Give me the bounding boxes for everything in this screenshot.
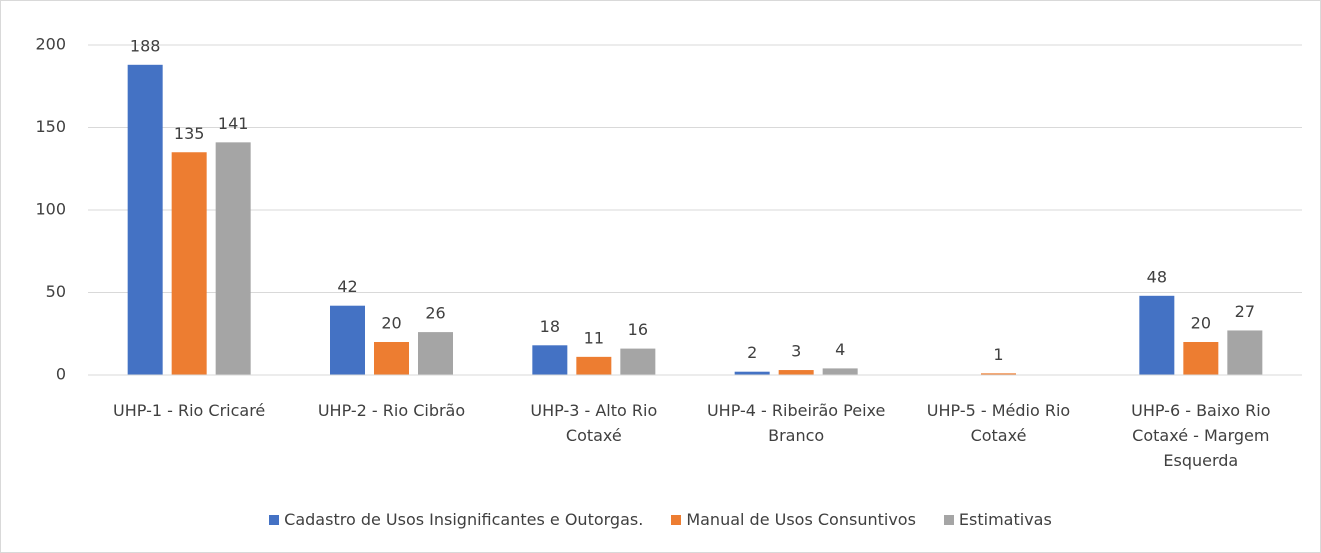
legend-swatch xyxy=(943,515,954,525)
bar xyxy=(330,305,365,375)
bar xyxy=(418,332,453,375)
data-label: 3 xyxy=(791,342,801,361)
legend-item: Manual de Usos Consuntivos xyxy=(671,510,916,529)
bar xyxy=(1227,330,1263,375)
legend-label: Cadastro de Usos Insignificantes e Outor… xyxy=(284,510,644,529)
bar xyxy=(532,345,568,375)
bar xyxy=(822,368,858,375)
data-label: 42 xyxy=(337,277,357,296)
data-label: 1 xyxy=(993,345,1003,364)
data-label: 26 xyxy=(425,304,445,323)
bar xyxy=(620,348,656,375)
data-label: 27 xyxy=(1235,302,1255,321)
bar xyxy=(734,371,770,375)
data-label: 135 xyxy=(174,124,205,143)
data-label: 11 xyxy=(584,328,604,347)
y-tick-label: 0 xyxy=(56,365,66,384)
bar xyxy=(576,356,612,375)
y-tick-label: 200 xyxy=(35,35,66,54)
x-tick-label: UHP-5 - Médio Rio Cotaxé xyxy=(926,401,1071,445)
data-label: 188 xyxy=(130,36,161,55)
legend-item: Estimativas xyxy=(943,510,1052,529)
y-tick-label: 100 xyxy=(35,200,66,219)
bar xyxy=(1183,342,1219,375)
bar xyxy=(374,342,409,375)
bar xyxy=(981,373,1016,375)
bar xyxy=(171,152,207,375)
x-tick-label: UHP-2 - Rio Cibrão xyxy=(317,401,466,420)
bar xyxy=(778,370,814,375)
bar xyxy=(215,142,251,375)
data-label: 48 xyxy=(1147,267,1167,286)
x-tick-label: UHP-4 - Ribeirão Peixe Branco xyxy=(706,401,886,445)
legend-item: Cadastro de Usos Insignificantes e Outor… xyxy=(269,510,643,529)
bar xyxy=(1139,295,1175,375)
x-tick-label: UHP-6 - Baixo Rio Cotaxé - Margem Esquer… xyxy=(1131,401,1271,470)
legend-label: Estimativas xyxy=(958,510,1052,529)
legend-swatch xyxy=(671,515,682,525)
x-tick-label: UHP-1 - Rio Cricaré xyxy=(113,401,266,420)
data-label: 2 xyxy=(747,343,757,362)
data-label: 16 xyxy=(628,320,648,339)
data-label: 141 xyxy=(218,114,249,133)
bar xyxy=(127,64,163,376)
data-label: 18 xyxy=(540,317,560,336)
data-label: 20 xyxy=(1191,314,1211,333)
legend-label: Manual de Usos Consuntivos xyxy=(686,510,916,529)
y-tick-label: 150 xyxy=(35,117,66,136)
data-label: 20 xyxy=(381,314,401,333)
x-tick-label: UHP-3 - Alto Rio Cotaxé xyxy=(530,401,658,445)
y-tick-label: 50 xyxy=(46,282,66,301)
data-label: 4 xyxy=(835,340,845,359)
legend: Cadastro de Usos Insignificantes e Outor… xyxy=(0,510,1321,529)
legend-swatch xyxy=(269,515,280,525)
